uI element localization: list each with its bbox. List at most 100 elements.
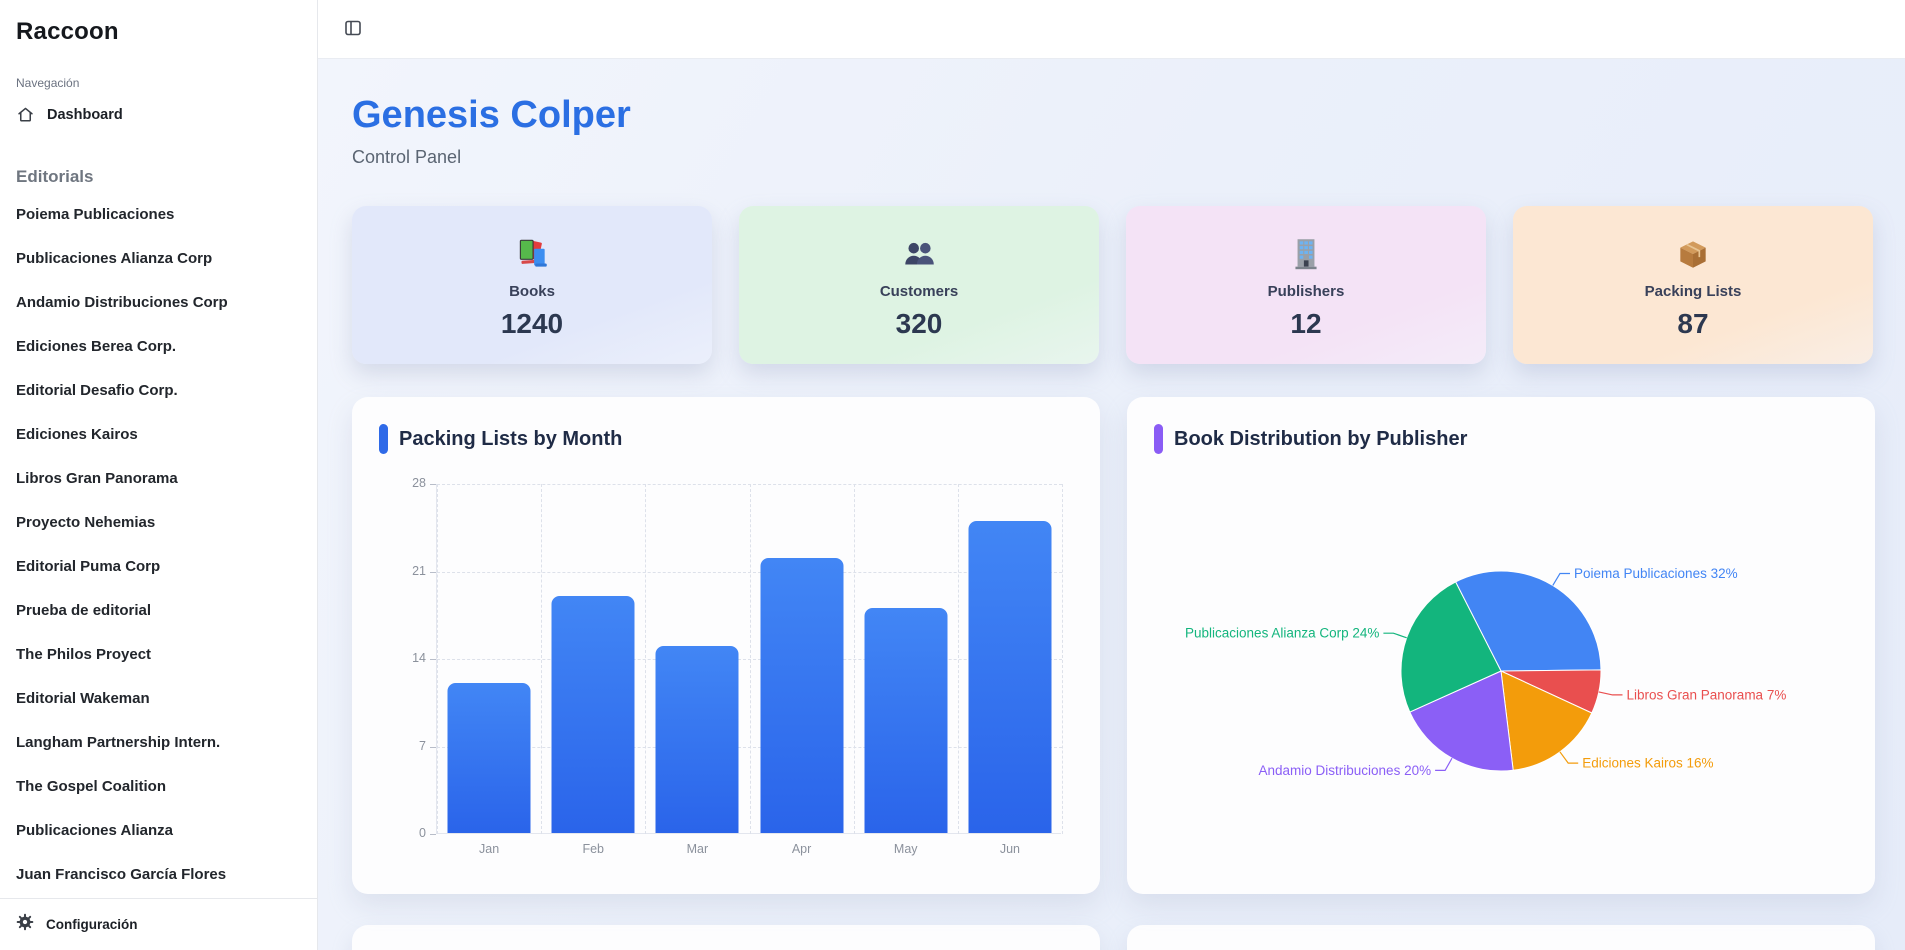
bar-jun[interactable] bbox=[968, 520, 1052, 834]
partial-card bbox=[1127, 925, 1875, 950]
sidebar-item-label: Dashboard bbox=[47, 106, 123, 123]
y-axis-label: 0 bbox=[419, 826, 426, 841]
bar-group bbox=[958, 483, 1062, 834]
customers-icon bbox=[900, 235, 938, 273]
bar-chart-card: Packing Lists by Month 0 7 14 21 28 Jan Feb Ma… bbox=[352, 397, 1100, 895]
gridline-horizontal bbox=[437, 746, 1062, 748]
gridline-horizontal bbox=[437, 484, 1062, 486]
pie-slice-ediciones-kairos[interactable] bbox=[1500, 670, 1593, 772]
pie-slice-poiema-publicaciones[interactable] bbox=[1454, 570, 1602, 672]
sidebar-item-editorial[interactable]: Andamio Distribuciones Corp bbox=[16, 294, 228, 311]
sidebar-item-dashboard[interactable]: Dashboard bbox=[0, 96, 317, 133]
bar-jan[interactable] bbox=[447, 683, 531, 834]
pie-label-line bbox=[1598, 691, 1623, 696]
bar-group bbox=[645, 483, 749, 834]
bar-group bbox=[854, 483, 958, 834]
pie-slice-label: Ediciones Kairos 16% bbox=[1582, 756, 1713, 771]
gear-icon bbox=[16, 913, 34, 936]
bar-mar[interactable] bbox=[655, 645, 739, 834]
charts-row: Packing Lists by Month 0 7 14 21 28 Jan Feb Ma… bbox=[352, 397, 1875, 895]
bar-feb[interactable] bbox=[551, 595, 635, 834]
gridline-vertical bbox=[1062, 484, 1063, 835]
sidebar-item-editorial[interactable]: Poiema Publicaciones bbox=[16, 206, 175, 223]
stat-label: Publishers bbox=[1267, 282, 1345, 300]
partial-card bbox=[352, 925, 1100, 950]
sidebar-footer-label: Configuración bbox=[46, 917, 138, 932]
stat-label: Books bbox=[509, 282, 555, 300]
stat-card-publishers: Publishers 12 bbox=[1126, 206, 1486, 365]
stat-label: Customers bbox=[879, 282, 959, 300]
books-icon bbox=[513, 235, 551, 273]
pie-slice-publicaciones-alianza-corp[interactable] bbox=[1400, 581, 1502, 714]
stat-card-customers: Customers 320 bbox=[739, 206, 1099, 365]
app-brand: Raccoon bbox=[16, 18, 119, 45]
sidebar: Raccoon Navegación Dashboard Editorials … bbox=[0, 0, 318, 950]
sidebar-item-editorial[interactable]: Langham Partnership Intern. bbox=[16, 734, 221, 751]
gridline-horizontal bbox=[437, 571, 1062, 573]
pie-slice-label: Libros Gran Panorama 7% bbox=[1627, 688, 1787, 703]
stat-value: 1240 bbox=[500, 307, 564, 339]
sidebar-item-editorial[interactable]: Editorial Puma Corp bbox=[16, 558, 161, 575]
sidebar-item-editorial[interactable]: Ediciones Kairos bbox=[16, 426, 138, 443]
x-axis-label: May bbox=[893, 842, 918, 857]
bar-apr[interactable] bbox=[760, 558, 844, 834]
sidebar-toggle-button[interactable] bbox=[340, 16, 366, 42]
sidebar-item-editorial[interactable]: Ediciones Berea Corp. bbox=[16, 338, 177, 355]
y-axis-tick bbox=[430, 746, 436, 748]
sidebar-item-editorial[interactable]: Juan Francisco García Flores bbox=[16, 866, 227, 883]
pie-label-line bbox=[1559, 751, 1579, 764]
y-axis-tick bbox=[430, 571, 436, 573]
stats-row: Books 1240 Customers 320 Publishers 12 Packing… bbox=[352, 206, 1875, 365]
home-icon bbox=[16, 105, 35, 124]
y-axis-label: 28 bbox=[412, 476, 426, 491]
bottom-row bbox=[352, 925, 1875, 950]
sidebar-item-editorial[interactable]: Proyecto Nehemias bbox=[16, 514, 156, 531]
gridline-horizontal bbox=[437, 659, 1062, 661]
title-accent-bar bbox=[379, 424, 388, 455]
pie-label-line bbox=[1383, 632, 1407, 639]
panel-left-icon bbox=[344, 19, 362, 40]
pie-chart-card: Book Distribution by Publisher Poiema Pu… bbox=[1127, 397, 1875, 895]
x-axis-label: Mar bbox=[686, 842, 709, 857]
y-axis-label: 7 bbox=[419, 738, 426, 753]
y-axis-label: 14 bbox=[412, 651, 426, 666]
sidebar-item-editorial[interactable]: Libros Gran Panorama bbox=[16, 470, 178, 487]
bar-group bbox=[750, 483, 854, 834]
x-axis-label: Feb bbox=[582, 842, 604, 857]
bar-group bbox=[541, 483, 645, 834]
sidebar-item-editorial[interactable]: The Gospel Coalition bbox=[16, 778, 167, 795]
bar-may[interactable] bbox=[864, 608, 948, 834]
bar-chart-title: Packing Lists by Month bbox=[399, 427, 623, 450]
bar-chart-title-row: Packing Lists by Month bbox=[379, 424, 623, 455]
editorials-section-label: Editorials bbox=[16, 167, 94, 186]
topbar bbox=[318, 0, 1905, 60]
sidebar-item-editorial[interactable]: Editorial Desafio Corp. bbox=[16, 382, 178, 399]
pie-chart: Poiema Publicaciones 32% Libros Gran Pano… bbox=[1185, 566, 1787, 778]
stat-label: Packing Lists bbox=[1644, 282, 1742, 300]
stat-value: 12 bbox=[1290, 307, 1322, 339]
y-axis-tick bbox=[430, 659, 436, 661]
bar-group bbox=[437, 483, 541, 834]
package-icon bbox=[1674, 235, 1712, 273]
editorials-list: Poiema Publicaciones Publicaciones Alianz… bbox=[0, 205, 317, 898]
sidebar-item-editorial[interactable]: Prueba de editorial bbox=[16, 602, 152, 619]
stat-value: 87 bbox=[1677, 307, 1709, 339]
pie-chart-title: Book Distribution by Publisher bbox=[1174, 427, 1468, 450]
pie-chart-title-row: Book Distribution by Publisher bbox=[1154, 424, 1468, 455]
stat-value: 320 bbox=[895, 307, 943, 339]
sidebar-item-editorial[interactable]: Publicaciones Alianza bbox=[16, 822, 173, 839]
sidebar-item-editorial[interactable]: Editorial Wakeman bbox=[16, 690, 150, 707]
sidebar-item-editorial[interactable]: Publicaciones Alianza Corp bbox=[16, 250, 213, 267]
sidebar-item-editorial[interactable]: The Philos Proyect bbox=[16, 646, 152, 663]
publishers-icon bbox=[1287, 235, 1325, 273]
title-accent-bar bbox=[1154, 424, 1163, 455]
x-axis-label: Apr bbox=[791, 842, 812, 857]
sidebar-item-configuracion[interactable]: Configuración bbox=[0, 898, 317, 950]
page-subtitle: Control Panel bbox=[352, 147, 462, 168]
x-axis-label: Jan bbox=[479, 842, 500, 857]
page-title: Genesis Colper bbox=[352, 94, 631, 137]
main-area: Genesis Colper Control Panel Books 1240 Cu… bbox=[318, 0, 1905, 950]
pie-label-line bbox=[1552, 573, 1570, 586]
dashboard-content: Genesis Colper Control Panel Books 1240 Cu… bbox=[318, 59, 1905, 950]
pie-slice-label: Poiema Publicaciones 32% bbox=[1574, 566, 1738, 581]
